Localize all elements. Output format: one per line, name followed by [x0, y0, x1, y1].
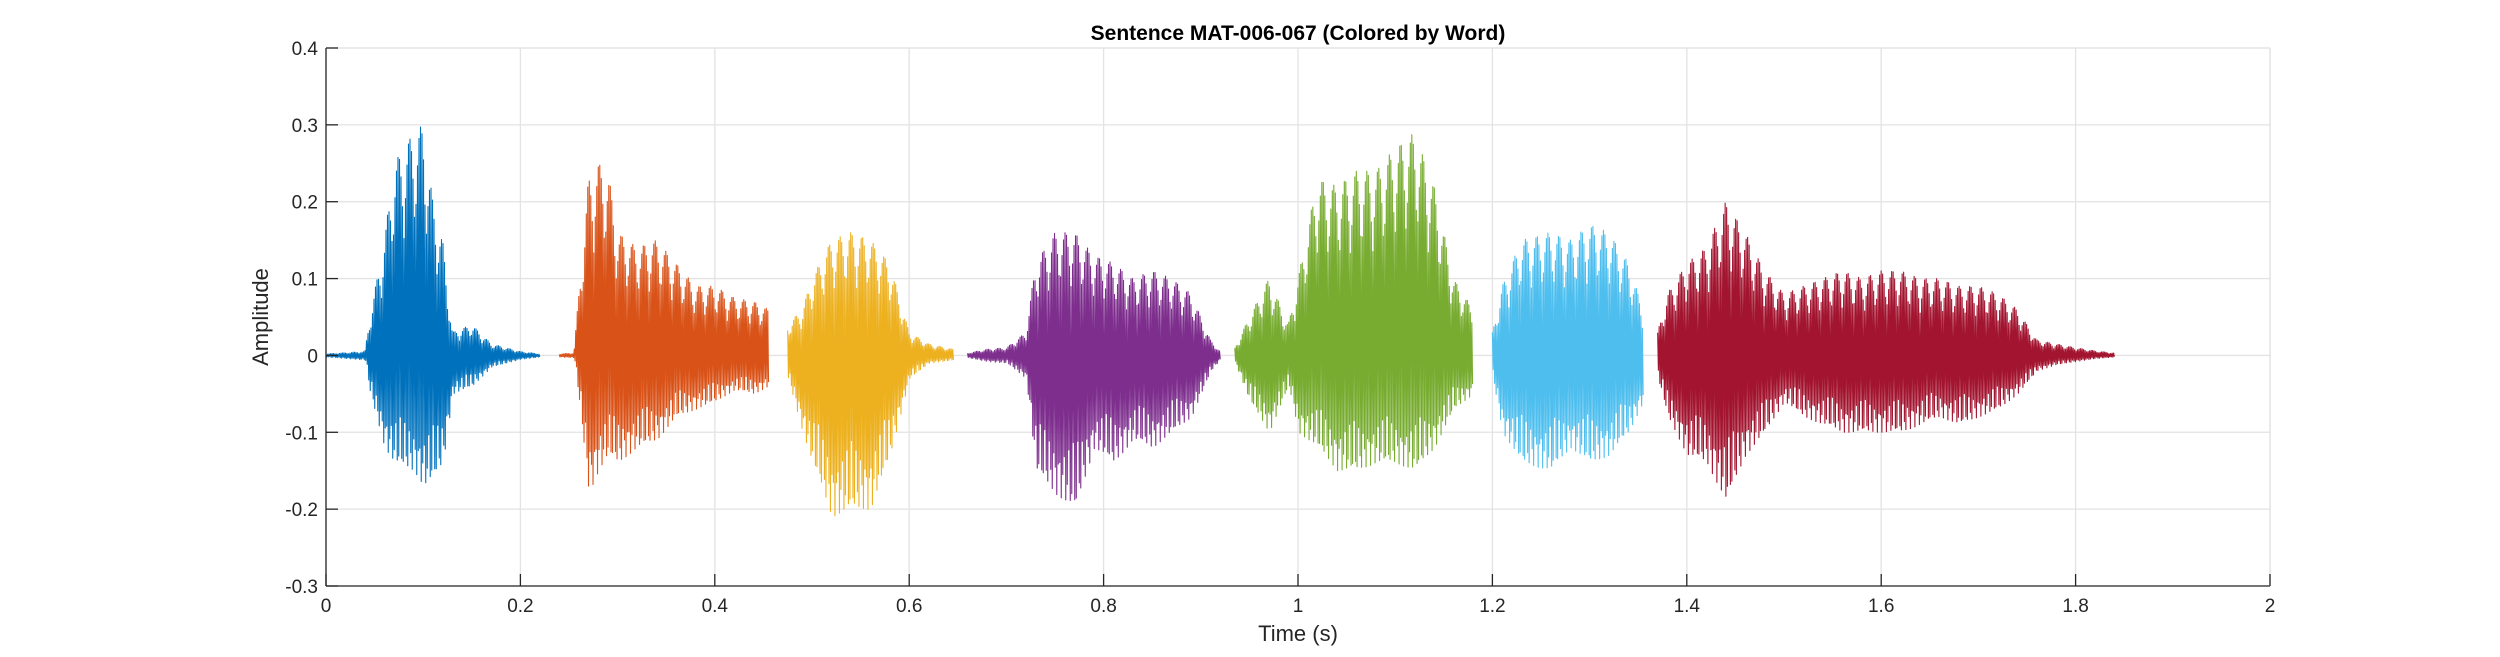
word-series-1 — [325, 126, 541, 484]
x-tick-label: 0.8 — [1090, 596, 1116, 617]
y-tick-label: -0.3 — [285, 577, 318, 598]
y-tick-label: -0.1 — [285, 423, 318, 444]
y-axis-label: Amplitude — [248, 268, 273, 366]
word-series-4 — [966, 232, 1221, 502]
x-axis-label: Time (s) — [1258, 621, 1338, 646]
y-tick-label: 0.4 — [292, 39, 319, 60]
word-series-5 — [1234, 134, 1474, 472]
word-series-7 — [1657, 202, 2115, 497]
tick-labels: 0 0.2 0.4 0.6 0.8 1 1.2 1.4 1.6 1.8 2 -0.3 -0.2 -0.1 0… — [285, 39, 2275, 617]
y-tick-label: 0.3 — [292, 116, 318, 137]
waveform-series — [325, 126, 2115, 517]
x-tick-label: 0.4 — [702, 596, 729, 617]
x-tick-label: 1 — [1293, 596, 1304, 617]
word-series-6 — [1491, 226, 1644, 469]
word-waveform-2 — [558, 164, 770, 487]
word-series-2 — [558, 164, 770, 487]
x-tick-label: 0.2 — [507, 596, 533, 617]
word-waveform-7 — [1657, 202, 2115, 497]
x-tick-label: 2 — [2265, 596, 2276, 617]
word-waveform-4 — [966, 232, 1221, 502]
y-tick-label: 0.2 — [292, 193, 318, 214]
x-tick-label: 0.6 — [896, 596, 922, 617]
x-tick-label: 1.8 — [2062, 596, 2088, 617]
x-tick-label: 0 — [321, 596, 332, 617]
word-waveform-5 — [1234, 134, 1474, 472]
x-tick-label: 1.2 — [1479, 596, 1505, 617]
y-tick-label: -0.2 — [285, 500, 318, 521]
word-waveform-3 — [787, 232, 954, 517]
axes — [325, 47, 2271, 587]
word-series-3 — [787, 232, 954, 517]
word-waveform-6 — [1491, 226, 1644, 469]
y-tick-label: 0.1 — [292, 270, 318, 291]
x-tick-label: 1.6 — [1868, 596, 1894, 617]
x-tick-label: 1.4 — [1674, 596, 1701, 617]
y-tick-label: 0 — [307, 346, 318, 367]
chart-title: Sentence MAT-006-067 (Colored by Word) — [1091, 22, 1506, 45]
word-waveform-1 — [325, 126, 541, 484]
